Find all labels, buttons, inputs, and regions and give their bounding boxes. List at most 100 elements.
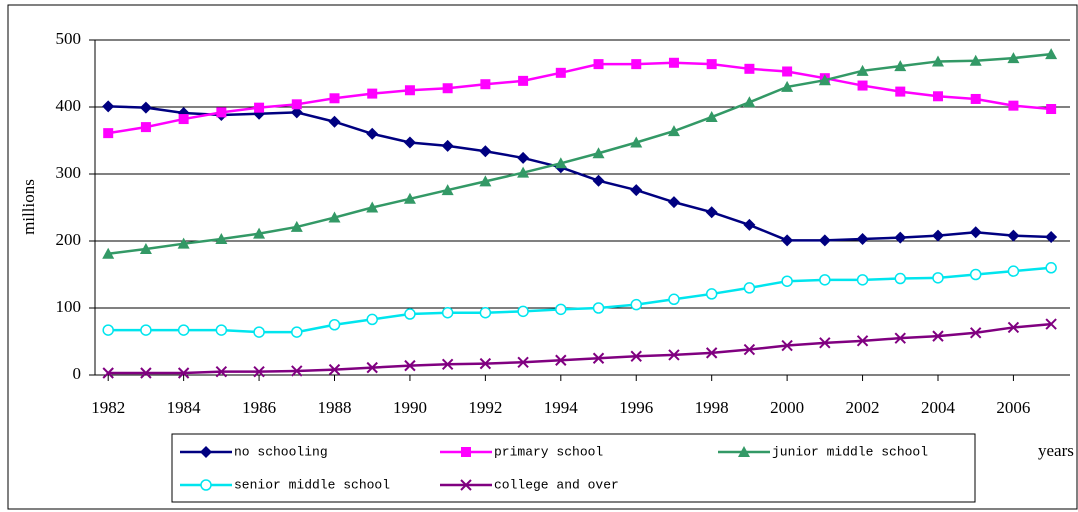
data-point (441, 306, 454, 319)
data-point (328, 211, 341, 223)
data-point (291, 365, 303, 377)
data-point (856, 232, 869, 245)
data-point (969, 226, 982, 239)
data-point (102, 324, 114, 336)
series-line (108, 52, 1052, 255)
data-point (216, 107, 227, 118)
data-point (215, 365, 228, 378)
data-point (818, 234, 831, 247)
data-point (366, 313, 378, 326)
data-point (555, 303, 567, 316)
data-point (705, 347, 718, 359)
data-point (328, 115, 341, 128)
data-point (328, 319, 341, 331)
x-tick-label: 2004 (921, 398, 956, 417)
data-point (668, 57, 679, 68)
legend-label: senior middle school (234, 477, 390, 492)
data-point (630, 136, 643, 148)
data-point (403, 192, 416, 204)
data-point (931, 55, 944, 67)
x-tick-label: 1992 (468, 398, 502, 417)
data-point (139, 243, 152, 255)
data-point (366, 361, 378, 374)
data-point (931, 229, 944, 242)
data-point (705, 206, 718, 219)
data-point (743, 282, 756, 294)
data-point (1007, 321, 1020, 334)
data-point (1007, 229, 1020, 242)
data-point (857, 80, 868, 91)
x-axis-label: years (1038, 441, 1074, 460)
data-point (479, 306, 492, 319)
chart-frame (7, 4, 1078, 510)
data-point (555, 354, 567, 366)
data-point (441, 184, 454, 196)
data-point (329, 93, 340, 104)
y-tick-label: 400 (56, 96, 82, 115)
data-point (969, 327, 982, 339)
data-point (667, 125, 680, 137)
legend-marker (738, 446, 750, 457)
data-point (630, 350, 642, 362)
legend-label: no schooling (234, 444, 328, 459)
data-point (781, 80, 794, 92)
data-point (290, 220, 303, 232)
data-point (291, 326, 303, 338)
data-point (253, 365, 265, 378)
data-point (781, 234, 794, 247)
legend-marker (460, 479, 472, 491)
data-point (367, 88, 378, 99)
x-tick-label: 2006 (996, 398, 1030, 417)
series-line (108, 322, 1052, 375)
data-point (1045, 262, 1057, 274)
data-point (705, 111, 718, 123)
y-tick-label: 200 (56, 230, 82, 249)
data-point (404, 85, 415, 96)
data-point (555, 67, 566, 78)
data-point (1007, 52, 1020, 64)
data-point (517, 356, 529, 368)
data-point (479, 145, 492, 158)
legend-label: college and over (494, 477, 619, 492)
data-point (328, 363, 341, 376)
data-point (441, 139, 454, 152)
x-tick-label: 1984 (167, 398, 202, 417)
data-point (856, 274, 869, 286)
data-point (139, 101, 152, 114)
y-tick-label: 100 (56, 297, 82, 316)
data-point (895, 86, 906, 97)
data-point (818, 74, 831, 86)
data-point (592, 147, 605, 159)
data-point (215, 232, 228, 244)
x-tick-label: 1996 (619, 398, 653, 417)
data-point (442, 83, 453, 94)
data-point (290, 106, 303, 119)
data-point (404, 308, 416, 320)
data-point (479, 175, 492, 187)
data-point (781, 275, 793, 287)
data-point (518, 75, 529, 86)
data-point (404, 359, 416, 372)
x-tick-label: 1994 (544, 398, 579, 417)
data-point (782, 66, 793, 77)
data-point (140, 367, 152, 379)
series-line (108, 105, 1052, 242)
data-point (744, 63, 755, 74)
data-point (894, 332, 906, 344)
data-point (177, 367, 190, 379)
data-point (102, 367, 114, 379)
data-point (140, 324, 152, 336)
y-tick-label: 0 (73, 364, 82, 383)
data-point (743, 218, 756, 231)
data-point (178, 114, 189, 125)
data-point (140, 122, 151, 133)
data-point (517, 151, 530, 164)
legend-marker (461, 447, 471, 457)
data-point (592, 352, 605, 364)
legend-marker (200, 479, 212, 491)
data-point (366, 127, 379, 140)
y-axis-label: millions (19, 179, 38, 235)
x-tick-label: 2002 (846, 398, 880, 417)
x-tick-label: 1982 (91, 398, 125, 417)
